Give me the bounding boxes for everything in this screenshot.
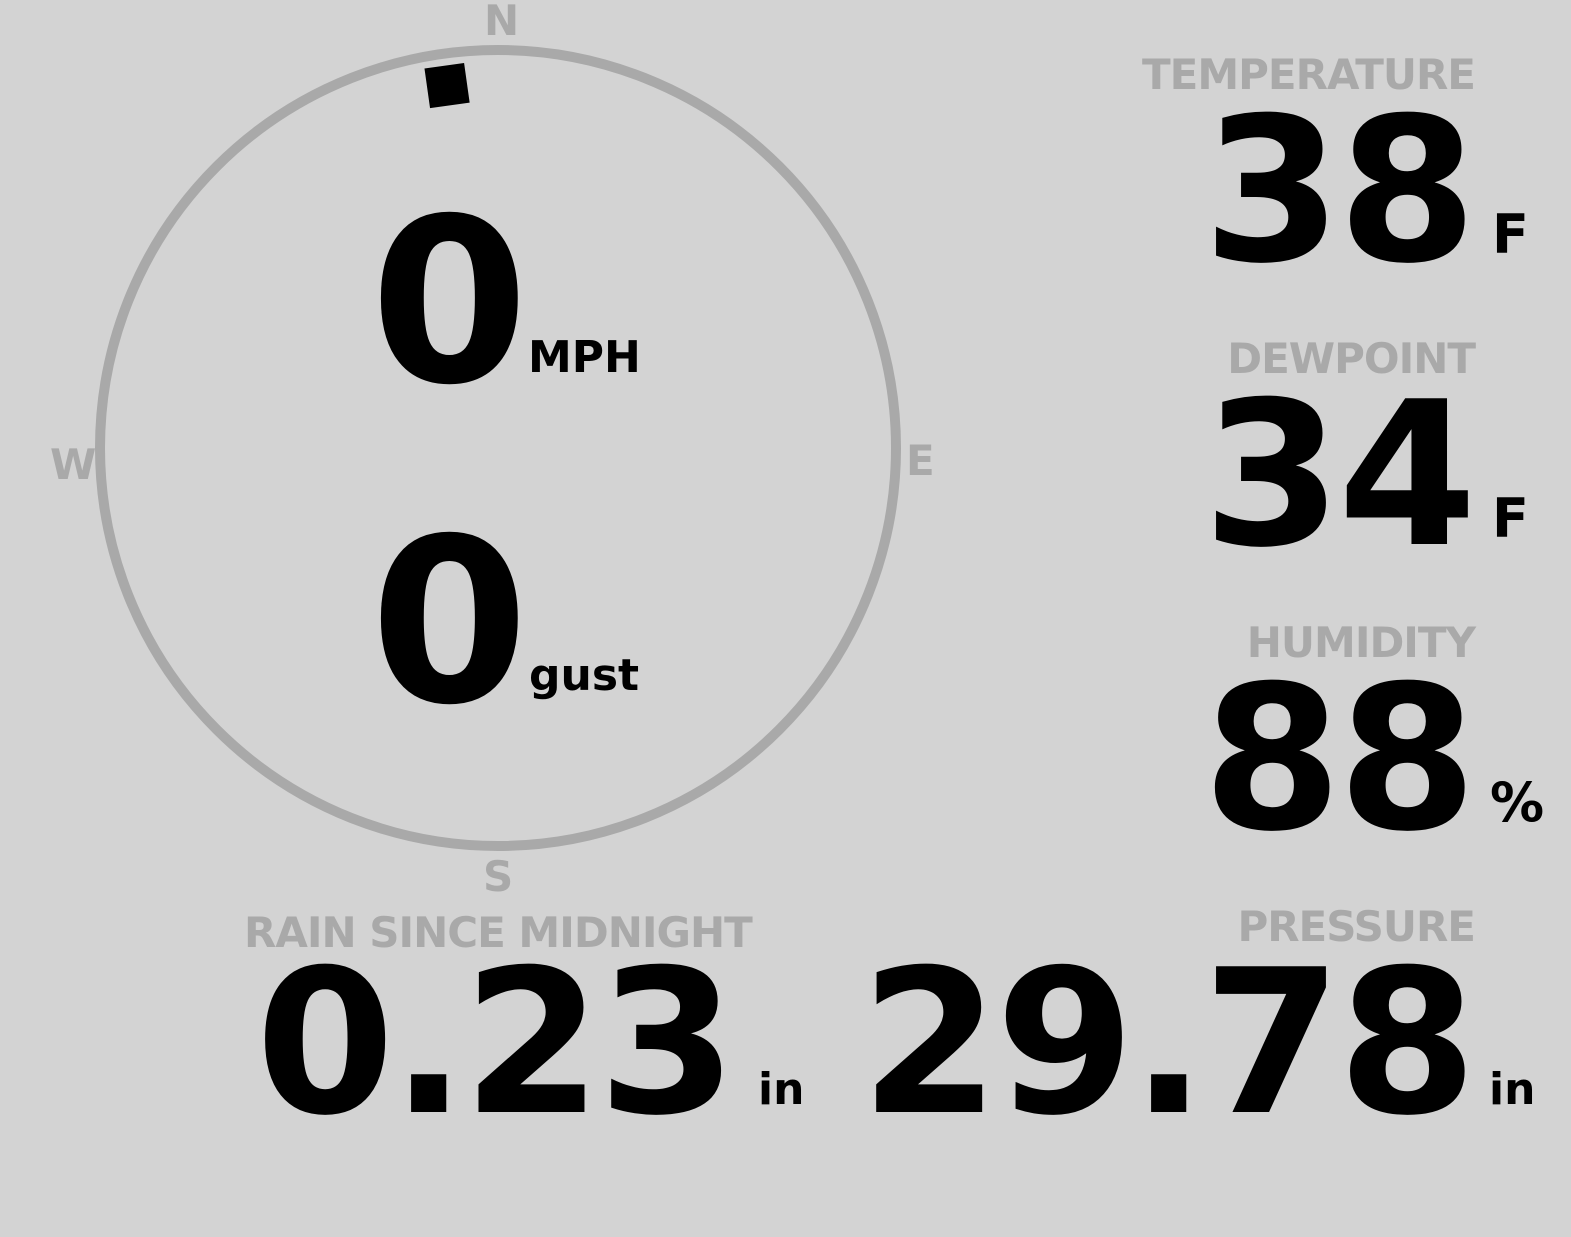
compass-south: S xyxy=(483,852,514,901)
wind-speed-unit: MPH xyxy=(528,332,641,383)
rain-label: RAIN SINCE MIDNIGHT xyxy=(244,908,753,957)
pressure-unit: in xyxy=(1489,1064,1536,1115)
wind-direction-marker xyxy=(424,62,470,109)
compass-ring xyxy=(95,45,901,851)
humidity-label: HUMIDITY xyxy=(1246,618,1476,667)
compass-east: E xyxy=(906,436,935,485)
compass-north: N xyxy=(484,0,520,45)
gust-unit: gust xyxy=(529,650,640,701)
rain-value: 0.23 xyxy=(255,927,737,1160)
dewpoint-unit: F xyxy=(1492,487,1529,550)
compass-west: W xyxy=(50,440,97,489)
humidity-unit: % xyxy=(1490,771,1545,834)
wind-compass xyxy=(95,45,901,851)
rain-unit: in xyxy=(758,1064,805,1115)
temperature-unit: F xyxy=(1492,203,1529,266)
pressure-label: PRESSURE xyxy=(1237,902,1476,951)
pressure-value: 29.78 xyxy=(860,927,1477,1160)
temperature-value: 38 xyxy=(1202,75,1477,308)
wind-speed-value: 0 xyxy=(370,169,529,435)
humidity-value: 88 xyxy=(1202,643,1477,876)
dewpoint-value: 34 xyxy=(1202,359,1477,592)
gust-value: 0 xyxy=(370,489,529,755)
dewpoint-label: DEWPOINT xyxy=(1227,334,1476,383)
temperature-label: TEMPERATURE xyxy=(1142,50,1476,99)
